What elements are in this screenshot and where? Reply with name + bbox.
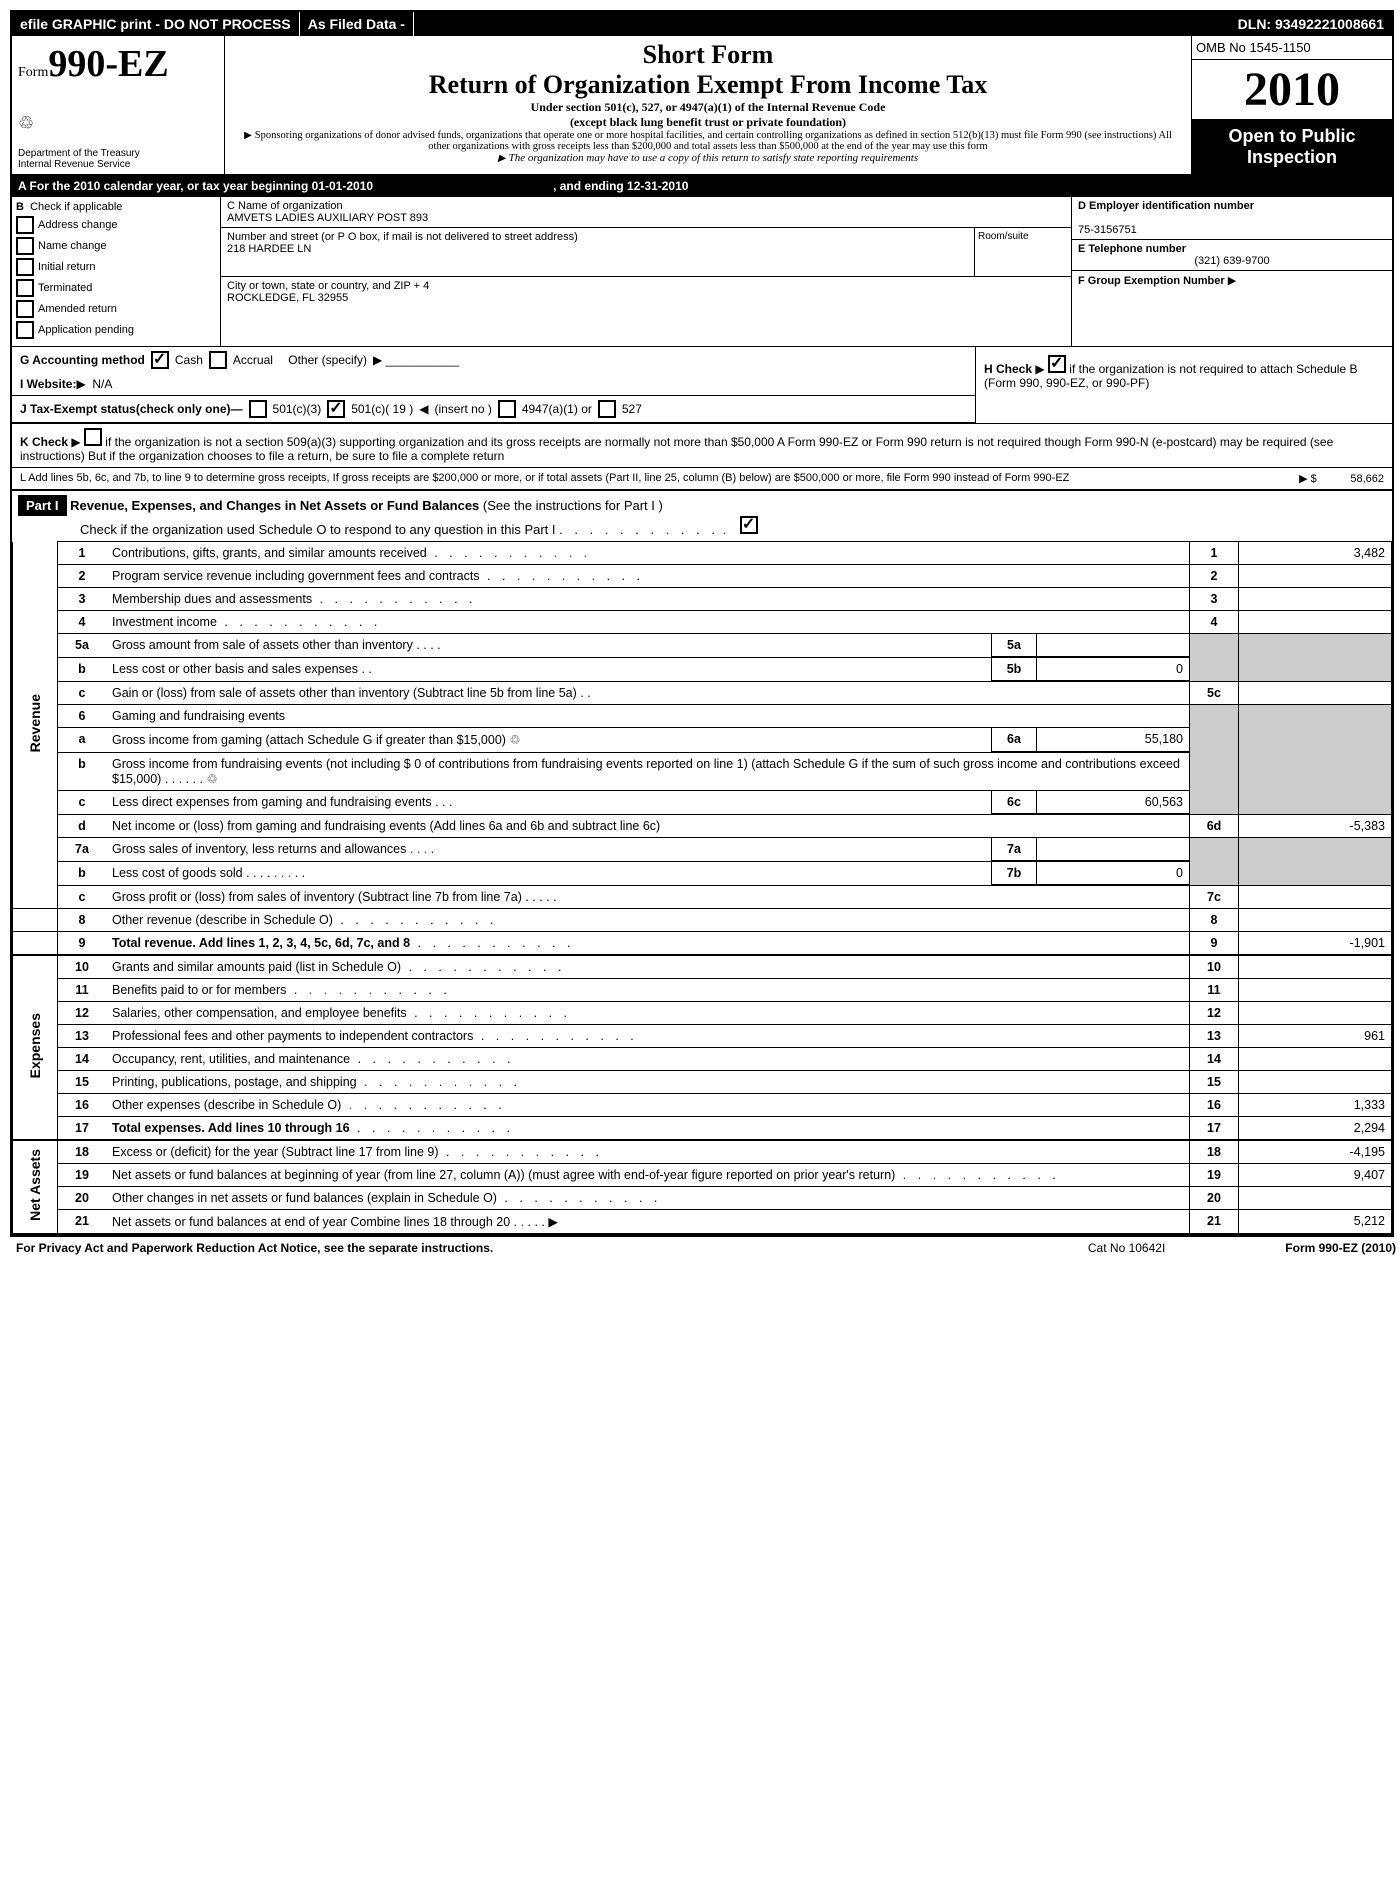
section-b-row: B Check if applicable Address change Nam… (12, 197, 1392, 347)
c-label: C Name of organization (227, 200, 1065, 212)
row-l: L Add lines 5b, 6c, and 7b, to line 9 to… (12, 468, 1392, 490)
dept-treasury: Department of the Treasury Internal Reve… (18, 148, 140, 170)
chk-501c3[interactable] (249, 400, 267, 418)
group-exemption-label: F Group Exemption Number (1078, 275, 1225, 287)
part-i-header: Part I Revenue, Expenses, and Changes in… (12, 490, 1392, 541)
chk-initial-return[interactable] (16, 258, 34, 276)
tax-year: 2010 (1192, 60, 1392, 120)
column-c: C Name of organization AMVETS LADIES AUX… (221, 197, 1072, 346)
sidebar-revenue: Revenue (13, 542, 58, 909)
chk-address-change[interactable] (16, 216, 34, 234)
line-16-value: 1,333 (1239, 1093, 1392, 1116)
short-form: Short Form (235, 40, 1181, 70)
website-value: N/A (92, 377, 112, 391)
dln: DLN: 93492221008661 (1230, 12, 1392, 36)
sidebar-expenses: Expenses (13, 955, 58, 1140)
as-filed: As Filed Data - (300, 12, 414, 36)
privacy-notice: For Privacy Act and Paperwork Reduction … (16, 1241, 493, 1255)
line-1-value: 3,482 (1239, 542, 1392, 565)
form-subtitle2: (except black lung benefit trust or priv… (235, 115, 1181, 130)
city-label: City or town, state or country, and ZIP … (227, 280, 1065, 292)
omb-number: OMB No 1545-1150 (1192, 36, 1392, 60)
row-i: I Website:▶ N/A (12, 373, 975, 395)
header-left: Form990-EZ ♲ Department of the Treasury … (12, 36, 225, 174)
form-subtitle: Under section 501(c), 527, or 4947(a)(1)… (235, 100, 1181, 115)
chk-4947[interactable] (498, 400, 516, 418)
chk-sched-o[interactable] (740, 516, 758, 534)
calendar-year-row: A For the 2010 calendar year, or tax yea… (12, 176, 1392, 197)
chk-name-change[interactable] (16, 237, 34, 255)
chk-app-pending[interactable] (16, 321, 34, 339)
room-suite: Room/suite (974, 228, 1071, 276)
chk-schedule-b[interactable] (1048, 355, 1066, 373)
phone-value: (321) 639-9700 (1078, 255, 1386, 267)
line-18-value: -4,195 (1239, 1140, 1392, 1164)
state-note: The organization may have to use a copy … (235, 152, 1181, 164)
line-7b-value: 0 (1037, 862, 1190, 885)
row-g: G Accounting method Cash Accrual Other (… (12, 347, 975, 373)
row-k: K Check ▶ if the organization is not a s… (12, 424, 1392, 468)
chk-cash[interactable] (151, 351, 169, 369)
chk-amended[interactable] (16, 300, 34, 318)
line-21-value: 5,212 (1239, 1209, 1392, 1234)
column-b: B Check if applicable Address change Nam… (12, 197, 221, 346)
efile-notice: efile GRAPHIC print - DO NOT PROCESS (12, 12, 300, 36)
chk-terminated[interactable] (16, 279, 34, 297)
ein-value: 75-3156751 (1078, 224, 1137, 236)
sidebar-netassets: Net Assets (13, 1140, 58, 1234)
gross-receipts: 58,662 (1350, 473, 1384, 485)
line-13-value: 961 (1239, 1024, 1392, 1047)
phone-label: E Telephone number (1078, 243, 1186, 255)
header-right: OMB No 1545-1150 2010 Open to Public Ins… (1191, 36, 1392, 174)
chk-509a3[interactable] (84, 428, 102, 446)
line-6c-value: 60,563 (1037, 791, 1190, 814)
open-inspection: Open to Public Inspection (1192, 120, 1392, 174)
street-label: Number and street (or P O box, if mail i… (227, 231, 578, 243)
line-19-value: 9,407 (1239, 1163, 1392, 1186)
line-5b-value: 0 (1037, 658, 1190, 681)
line-6d-value: -5,383 (1239, 814, 1392, 837)
sponsor-note: Sponsoring organizations of donor advise… (235, 130, 1181, 152)
ein-label: D Employer identification number (1078, 200, 1254, 212)
form-page: efile GRAPHIC print - DO NOT PROCESS As … (10, 10, 1394, 1237)
line-17-value: 2,294 (1239, 1116, 1392, 1140)
chk-accrual[interactable] (209, 351, 227, 369)
column-def: D Employer identification number 75-3156… (1072, 197, 1392, 346)
form-id: Form 990-EZ (2010) (1285, 1241, 1396, 1255)
lines-table: Revenue 1Contributions, gifts, grants, a… (12, 541, 1392, 1235)
street-value: 218 HARDEE LN (227, 243, 1065, 255)
city-value: ROCKLEDGE, FL 32955 (227, 292, 1065, 304)
footer: For Privacy Act and Paperwork Reduction … (10, 1237, 1400, 1259)
cat-number: Cat No 10642I (1088, 1241, 1165, 1255)
form-title: Return of Organization Exempt From Incom… (235, 70, 1181, 100)
header-mid: Short Form Return of Organization Exempt… (225, 36, 1191, 174)
org-name: AMVETS LADIES AUXILIARY POST 893 (227, 212, 1065, 224)
line-6a-value: 55,180 (1037, 728, 1190, 751)
header: Form990-EZ ♲ Department of the Treasury … (12, 36, 1392, 176)
top-bar: efile GRAPHIC print - DO NOT PROCESS As … (12, 12, 1392, 36)
chk-501c[interactable] (327, 400, 345, 418)
line-9-value: -1,901 (1239, 931, 1392, 955)
row-h: H Check ▶ if the organization is not req… (975, 347, 1392, 423)
row-j: J Tax-Exempt status(check only one)— 501… (12, 395, 975, 423)
chk-527[interactable] (598, 400, 616, 418)
form-number: Form990-EZ (18, 42, 218, 86)
recycle-icon: ♲ (18, 113, 34, 134)
